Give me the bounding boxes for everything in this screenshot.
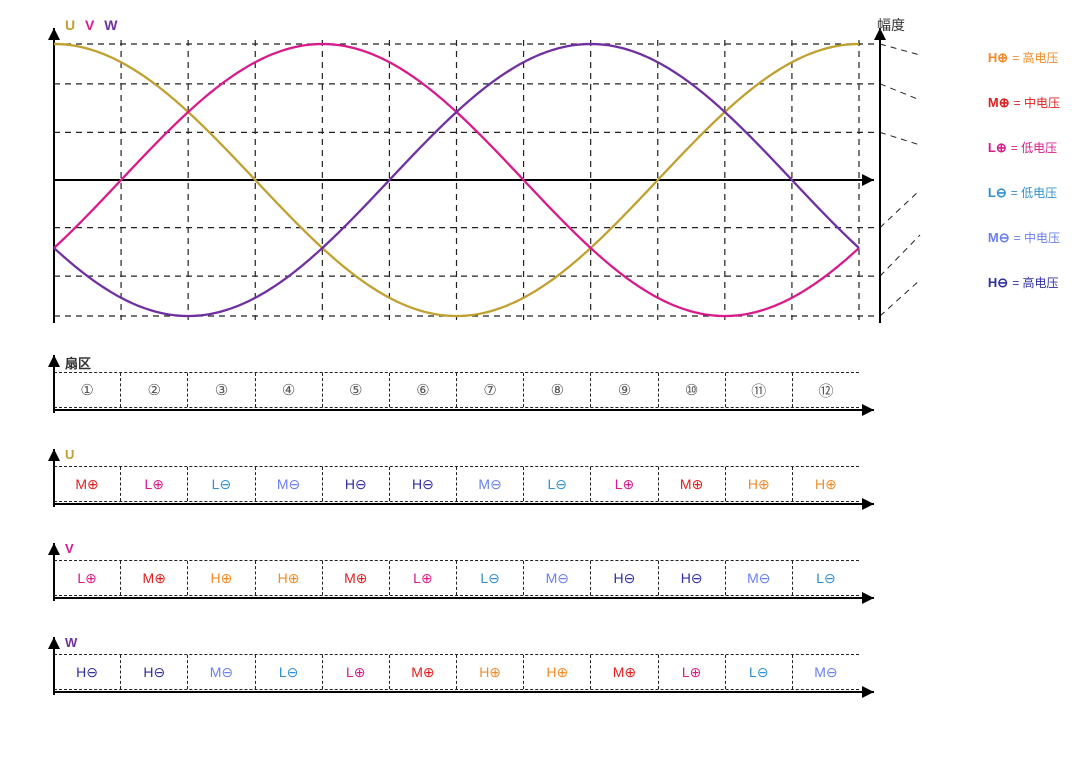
strip-cell: ② — [121, 373, 188, 407]
strip-cell: M⊖ — [793, 655, 859, 689]
strip-cell: H⊕ — [457, 655, 524, 689]
strip-title: 扇区 — [65, 353, 91, 372]
strip-cell: M⊖ — [457, 467, 524, 501]
strip-cell: ⑦ — [457, 373, 524, 407]
strip-cell: H⊖ — [54, 655, 121, 689]
phase-label-u: U — [65, 17, 75, 33]
strip-row: ①②③④⑤⑥⑦⑧⑨⑩⑪⑫ — [54, 372, 859, 408]
amplitude-label: 幅度 — [877, 15, 905, 35]
strip-cell: ⑪ — [726, 373, 793, 407]
strip-title: W — [65, 635, 77, 650]
legend-code: H⊖ — [988, 276, 1008, 289]
strip-cell: H⊖ — [121, 655, 188, 689]
strip-cell: M⊕ — [390, 655, 457, 689]
strip-cell: L⊖ — [188, 467, 255, 501]
strip-V: VL⊕M⊕H⊕H⊕M⊕L⊕L⊖M⊖H⊖H⊖M⊖L⊖ — [20, 538, 1060, 618]
strip-cell: L⊖ — [524, 467, 591, 501]
strip-rows: 扇区①②③④⑤⑥⑦⑧⑨⑩⑪⑫UM⊕L⊕L⊖M⊖H⊖H⊖M⊖L⊖L⊕M⊕H⊕H⊕V… — [20, 350, 1060, 712]
strip-cell: M⊖ — [188, 655, 255, 689]
strip-扇区: 扇区①②③④⑤⑥⑦⑧⑨⑩⑪⑫ — [20, 350, 1060, 430]
strip-cell: L⊕ — [54, 561, 121, 595]
strip-cell: ⑥ — [390, 373, 457, 407]
legend-text: = 中电压 — [1014, 97, 1060, 109]
legend-code: M⊕ — [988, 96, 1010, 109]
strip-row: M⊕L⊕L⊖M⊖H⊖H⊖M⊖L⊖L⊕M⊕H⊕H⊕ — [54, 466, 859, 502]
strip-cell: M⊕ — [121, 561, 188, 595]
strip-W: WH⊖H⊖M⊖L⊖L⊕M⊕H⊕H⊕M⊕L⊕L⊖M⊖ — [20, 632, 1060, 712]
phase-label-v: V — [85, 17, 94, 33]
strip-cell: M⊕ — [323, 561, 390, 595]
strip-cell: M⊖ — [524, 561, 591, 595]
legend-item: M⊕ = 中电压 — [988, 80, 1060, 125]
strip-cell: L⊕ — [390, 561, 457, 595]
strip-cell: ⑨ — [591, 373, 658, 407]
strip-cell: M⊖ — [726, 561, 793, 595]
strip-title: U — [65, 447, 74, 462]
strip-cell: L⊖ — [726, 655, 793, 689]
strip-cell: M⊖ — [256, 467, 323, 501]
strip-cell: H⊕ — [726, 467, 793, 501]
phase-label-w: W — [104, 17, 117, 33]
sine-chart: U V W 幅度 H⊕ = 高电压M⊕ = 中电压L⊕ = 低电压L⊖ = 低电… — [20, 20, 1060, 320]
strip-cell: H⊕ — [256, 561, 323, 595]
legend-item: L⊖ = 低电压 — [988, 170, 1060, 215]
phase-header: U V W — [65, 17, 123, 33]
strip-cell: L⊕ — [659, 655, 726, 689]
legend-item: M⊖ = 中电压 — [988, 215, 1060, 260]
strip-row: H⊖H⊖M⊖L⊖L⊕M⊕H⊕H⊕M⊕L⊕L⊖M⊖ — [54, 654, 859, 690]
strip-title: V — [65, 541, 74, 556]
strip-cell: L⊖ — [457, 561, 524, 595]
strip-cell: H⊖ — [591, 561, 658, 595]
strip-cell: M⊕ — [591, 655, 658, 689]
legend-code: H⊕ — [988, 51, 1008, 64]
strip-cell: ① — [54, 373, 121, 407]
strip-cell: H⊖ — [390, 467, 457, 501]
legend-item: H⊕ = 高电压 — [988, 35, 1060, 80]
strip-cell: L⊕ — [591, 467, 658, 501]
strip-cell: L⊖ — [256, 655, 323, 689]
strip-cell: ⑧ — [524, 373, 591, 407]
strip-cell: ④ — [256, 373, 323, 407]
sine-chart-svg — [20, 20, 1060, 330]
strip-cell: H⊖ — [659, 561, 726, 595]
strip-row: L⊕M⊕H⊕H⊕M⊕L⊕L⊖M⊖H⊖H⊖M⊖L⊖ — [54, 560, 859, 596]
legend-text: = 低电压 — [1011, 187, 1057, 199]
strip-cell: M⊕ — [54, 467, 121, 501]
legend-item: L⊕ = 低电压 — [988, 125, 1060, 170]
strip-U: UM⊕L⊕L⊖M⊖H⊖H⊖M⊖L⊖L⊕M⊕H⊕H⊕ — [20, 444, 1060, 524]
strip-cell: H⊕ — [188, 561, 255, 595]
strip-cell: M⊕ — [659, 467, 726, 501]
strip-cell: H⊕ — [524, 655, 591, 689]
strip-cell: L⊕ — [323, 655, 390, 689]
legend-text: = 高电压 — [1012, 277, 1058, 289]
strip-cell: ⑫ — [793, 373, 859, 407]
legend-text: = 高电压 — [1012, 52, 1058, 64]
strip-cell: H⊖ — [323, 467, 390, 501]
legend-text: = 低电压 — [1011, 142, 1057, 154]
strip-cell: ⑩ — [659, 373, 726, 407]
strip-cell: ③ — [188, 373, 255, 407]
strip-cell: L⊕ — [121, 467, 188, 501]
legend-code: M⊖ — [988, 231, 1010, 244]
legend: H⊕ = 高电压M⊕ = 中电压L⊕ = 低电压L⊖ = 低电压M⊖ = 中电压… — [988, 35, 1060, 305]
legend-item: H⊖ = 高电压 — [988, 260, 1060, 305]
legend-code: L⊖ — [988, 186, 1007, 199]
strip-cell: ⑤ — [323, 373, 390, 407]
strip-cell: L⊖ — [793, 561, 859, 595]
legend-code: L⊕ — [988, 141, 1007, 154]
strip-cell: H⊕ — [793, 467, 859, 501]
legend-text: = 中电压 — [1014, 232, 1060, 244]
